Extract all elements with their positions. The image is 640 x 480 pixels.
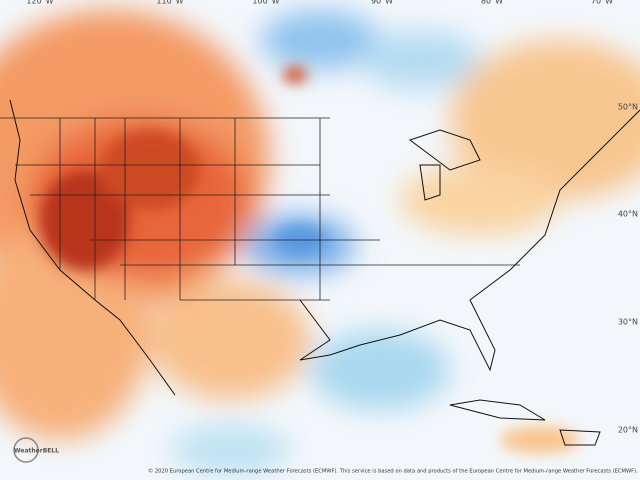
longitude-label: 100°W	[252, 0, 279, 6]
state-lines-h	[15, 164, 520, 301]
longitude-label: 110°W	[156, 0, 183, 6]
state-lines	[59, 118, 321, 300]
latitude-label: 50°N	[618, 103, 638, 112]
latitude-label: 30°N	[618, 318, 638, 327]
longitude-labels: 120°W 110°W 100°W 90°W 80°W 70°W	[26, 0, 613, 6]
caribbean-islands	[449, 399, 601, 446]
longitude-label: 90°W	[371, 0, 393, 6]
gulf-atlantic-coast	[299, 109, 640, 372]
longitude-label: 120°W	[26, 0, 53, 6]
longitude-label: 70°W	[591, 0, 613, 6]
borders	[0, 99, 640, 446]
logo: WeatherBELL	[14, 448, 59, 455]
latitude-label: 40°N	[618, 210, 638, 219]
latitude-label: 20°N	[618, 426, 638, 435]
latitude-labels: 50°N 40°N 30°N 20°N	[618, 103, 638, 435]
longitude-label: 80°W	[481, 0, 503, 6]
logo-mark	[13, 437, 39, 463]
great-lakes	[408, 129, 481, 201]
attribution: © 2020 European Centre for Medium-range …	[148, 468, 638, 475]
